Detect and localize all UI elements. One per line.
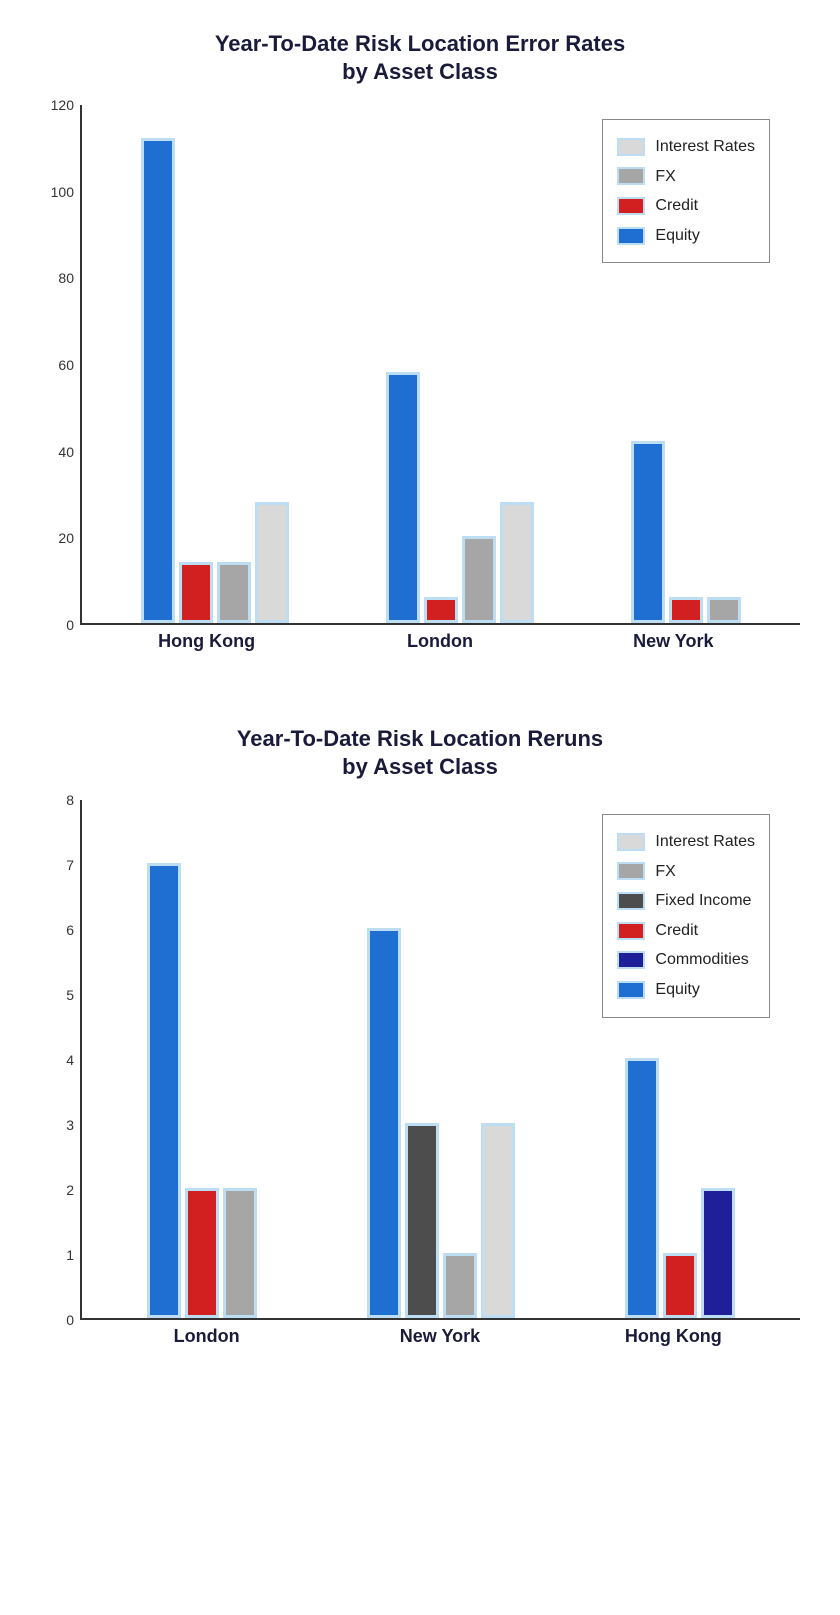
legend-label: Credit [655,918,698,944]
legend: Interest Rates FX Fixed Income Credit Commod… [602,814,770,1018]
legend-item: FX [617,859,755,885]
plot: Interest Rates FX Fixed Income Credit Commod… [80,800,800,1320]
legend-swatch [617,981,645,999]
bar-group [386,105,534,623]
x-axis-labels: Hong KongLondonNew York [80,625,800,665]
legend-item: Interest Rates [617,134,755,160]
y-tick: 1 [30,1247,74,1263]
bar [707,597,741,623]
legend-label: Equity [655,223,699,249]
bar [462,536,496,623]
bar [663,1253,697,1318]
legend-swatch [617,833,645,851]
legend-label: Interest Rates [655,829,755,855]
chart: Year-To-Date Risk Location Error Ratesby… [30,30,810,665]
legend-item: Equity [617,223,755,249]
y-tick: 100 [30,184,74,200]
x-label: London [90,1326,323,1347]
y-tick: 80 [30,270,74,286]
bar-group [147,800,257,1318]
bar [424,597,458,623]
bar [141,138,175,623]
legend-item: Fixed Income [617,888,755,914]
bar [443,1253,477,1318]
bar [701,1188,735,1318]
bar [217,562,251,623]
bar [185,1188,219,1318]
bar-group [141,105,289,623]
bar [386,372,420,623]
y-tick: 2 [30,1182,74,1198]
legend-item: Credit [617,193,755,219]
y-tick: 0 [30,617,74,633]
legend-swatch [617,951,645,969]
legend-item: Credit [617,918,755,944]
chart-area: 020406080100120Interest RatesFXCreditEqu… [80,105,800,665]
legend-label: Interest Rates [655,134,755,160]
y-tick: 60 [30,357,74,373]
y-tick: 0 [30,1312,74,1328]
y-tick: 40 [30,444,74,460]
bar [625,1058,659,1318]
legend-item: Interest Rates [617,829,755,855]
bar [631,441,665,623]
x-label: London [323,631,556,652]
y-tick: 3 [30,1117,74,1133]
legend-item: Equity [617,977,755,1003]
y-tick: 4 [30,1052,74,1068]
y-tick: 8 [30,792,74,808]
bar [405,1123,439,1318]
plot: Interest Rates FX Credit Equity [80,105,800,625]
legend-swatch [617,922,645,940]
legend-label: Commodities [655,947,748,973]
x-label: New York [557,631,790,652]
chart-title: Year-To-Date Risk Location Error Ratesby… [100,30,740,85]
y-tick: 5 [30,987,74,1003]
y-tick: 120 [30,97,74,113]
x-axis-labels: LondonNew YorkHong Kong [80,1320,800,1360]
legend: Interest Rates FX Credit Equity [602,119,770,263]
legend-item: FX [617,164,755,190]
bar-group [367,800,515,1318]
legend-swatch [617,862,645,880]
y-axis: 012345678 [30,800,80,1320]
chart-title: Year-To-Date Risk Location Rerunsby Asse… [100,725,740,780]
y-tick: 7 [30,857,74,873]
legend-swatch [617,138,645,156]
y-tick: 6 [30,922,74,938]
legend-label: Equity [655,977,699,1003]
chart: Year-To-Date Risk Location Rerunsby Asse… [30,725,810,1360]
legend-label: Fixed Income [655,888,751,914]
bar [367,928,401,1318]
y-axis: 020406080100120 [30,105,80,625]
legend-swatch [617,167,645,185]
bar [500,502,534,623]
bar [147,863,181,1318]
legend-item: Commodities [617,947,755,973]
legend-label: FX [655,859,675,885]
legend-swatch [617,892,645,910]
x-label: New York [323,1326,556,1347]
bar [669,597,703,623]
x-label: Hong Kong [557,1326,790,1347]
bar [179,562,213,623]
x-label: Hong Kong [90,631,323,652]
y-tick: 20 [30,530,74,546]
legend-label: FX [655,164,675,190]
legend-swatch [617,197,645,215]
bar [223,1188,257,1318]
bar [481,1123,515,1318]
chart-area: 012345678Interest RatesFXFixed IncomeCre… [80,800,800,1360]
legend-swatch [617,227,645,245]
legend-label: Credit [655,193,698,219]
bar [255,502,289,623]
